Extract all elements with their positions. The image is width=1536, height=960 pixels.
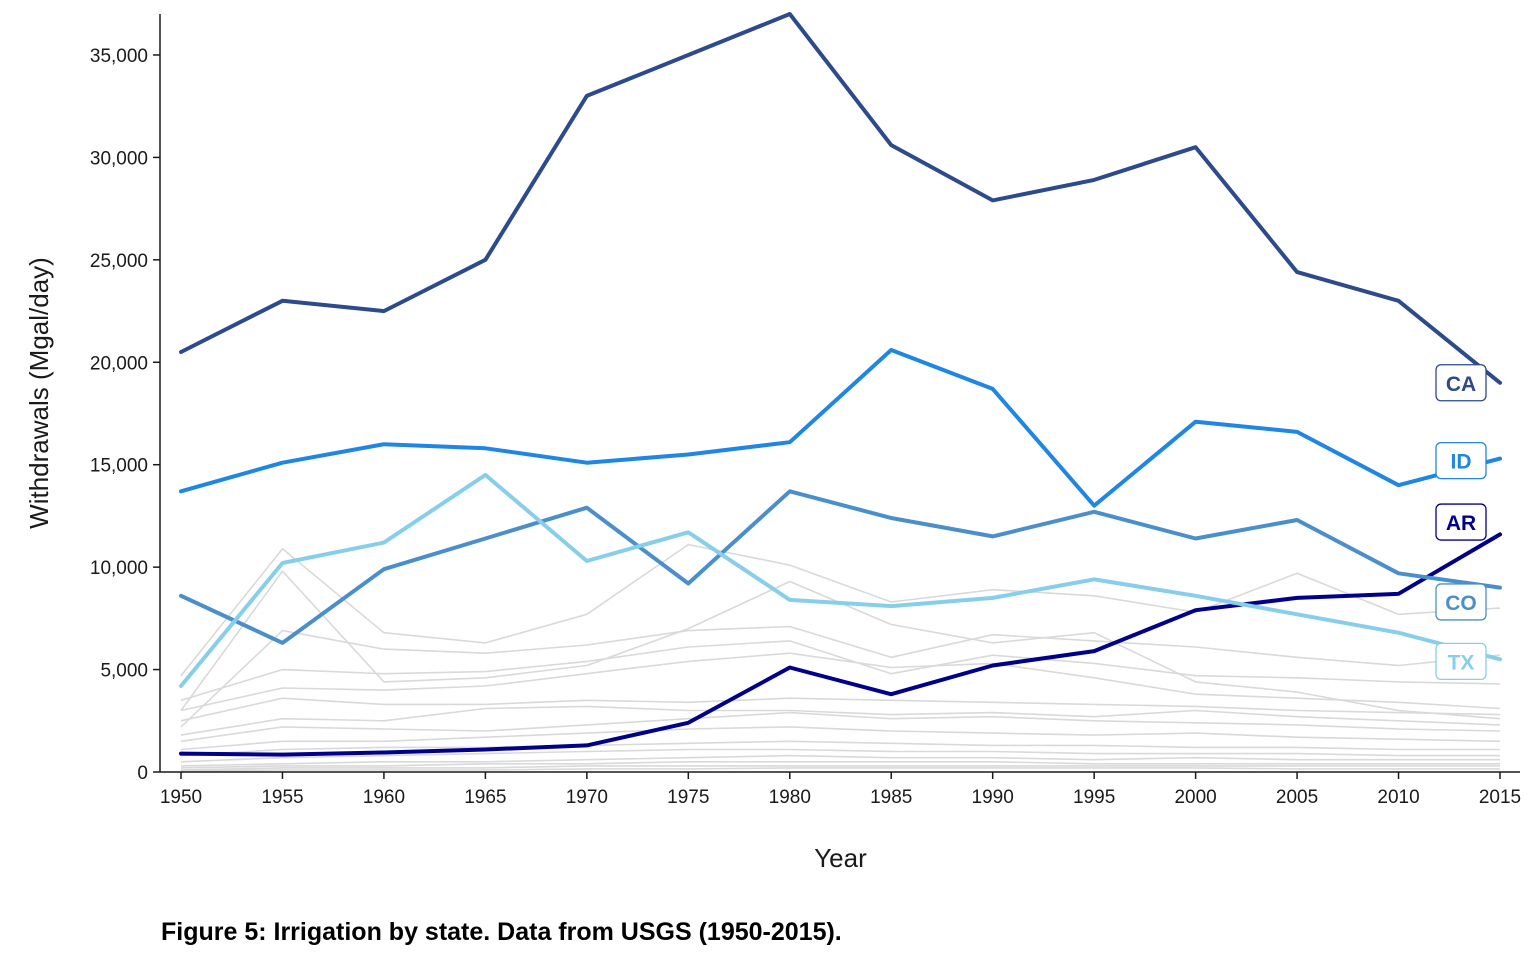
- series-line-tx: [179, 472, 1502, 688]
- y-tick-label: 0: [137, 763, 148, 784]
- background-series-line: [180, 705, 1501, 736]
- series-label-box: [1435, 583, 1487, 621]
- x-tick-label: 1955: [261, 787, 303, 808]
- y-tick-label: 35,000: [90, 46, 148, 67]
- series-label-co: CO: [1435, 583, 1487, 621]
- background-series-line: [180, 767, 1500, 772]
- x-ticks: 1950 1955 1960 1965 1970 1975 1980 1985 1990 1995…: [160, 772, 1521, 808]
- background-series-line: [180, 697, 1501, 722]
- x-tick-label: 1985: [870, 787, 912, 808]
- y-tick-label: 20,000: [90, 353, 148, 374]
- background-series-line: [180, 726, 1501, 751]
- series-label-box: [1435, 503, 1487, 541]
- series-label-tx: TX: [1435, 642, 1487, 681]
- series-label-text: TX: [1448, 651, 1475, 674]
- x-tick-label: 2010: [1377, 787, 1419, 808]
- series-label-id: ID: [1435, 441, 1487, 480]
- series-label-ca: CA: [1435, 364, 1487, 402]
- background-series-line: [180, 711, 1501, 743]
- series-label-text: CO: [1445, 592, 1477, 615]
- series-label-text: CA: [1446, 373, 1476, 396]
- x-tick-label: 1975: [667, 787, 709, 808]
- x-axis-title: Year: [814, 843, 867, 873]
- x-tick-label: 1960: [363, 787, 405, 808]
- background-series-line: [180, 570, 1501, 720]
- x-tick-label: 1995: [1073, 787, 1115, 808]
- background-series-line: [180, 640, 1501, 702]
- x-tick-label: 1990: [972, 787, 1014, 808]
- series-label-ar: AR: [1435, 503, 1487, 541]
- series-line-ca: [179, 12, 1502, 385]
- axes-group: 0 5,000 10,000 15,000 20,000 25,000 30,000 35,0…: [90, 14, 1521, 808]
- background-series-line: [180, 652, 1501, 712]
- y-tick-label: 10,000: [90, 558, 148, 579]
- figure-caption: Figure 5: Irrigation by state. Data from…: [161, 918, 842, 946]
- series-line-co: [179, 489, 1502, 645]
- background-series-group: [180, 543, 1501, 772]
- series-line-ar: [179, 532, 1502, 757]
- series-label-box: [1435, 441, 1487, 480]
- x-tick-label: 1970: [566, 787, 608, 808]
- series-line-id: [179, 348, 1502, 508]
- highlighted-series-group: [179, 12, 1502, 757]
- y-axis-title: Withdrawals (Mgal/day): [24, 257, 54, 529]
- y-tick-label: 30,000: [90, 148, 148, 169]
- background-series-line: [180, 543, 1501, 677]
- background-series-line: [180, 740, 1500, 757]
- series-labels-group: CA ID AR CO TX: [1435, 364, 1487, 681]
- y-tick-label: 5,000: [100, 661, 148, 682]
- background-series-line: [180, 765, 1500, 771]
- background-series-line: [180, 761, 1500, 769]
- x-tick-label: 2000: [1174, 787, 1216, 808]
- x-tick-label: 2005: [1276, 787, 1318, 808]
- x-tick-label: 1980: [769, 787, 811, 808]
- x-tick-label: 1965: [464, 787, 506, 808]
- y-tick-label: 15,000: [90, 456, 148, 477]
- x-tick-label: 1950: [160, 787, 202, 808]
- series-label-text: ID: [1451, 451, 1472, 474]
- series-label-box: [1435, 642, 1487, 681]
- y-ticks: 0 5,000 10,000 15,000 20,000 25,000 30,000 35,0…: [90, 46, 160, 784]
- series-label-text: AR: [1446, 512, 1476, 535]
- background-series-line: [180, 748, 1500, 763]
- y-tick-label: 25,000: [90, 251, 148, 272]
- background-series-line: [180, 754, 1500, 767]
- background-series-line: [180, 625, 1501, 728]
- series-label-box: [1435, 364, 1487, 402]
- x-tick-label: 2015: [1479, 787, 1521, 808]
